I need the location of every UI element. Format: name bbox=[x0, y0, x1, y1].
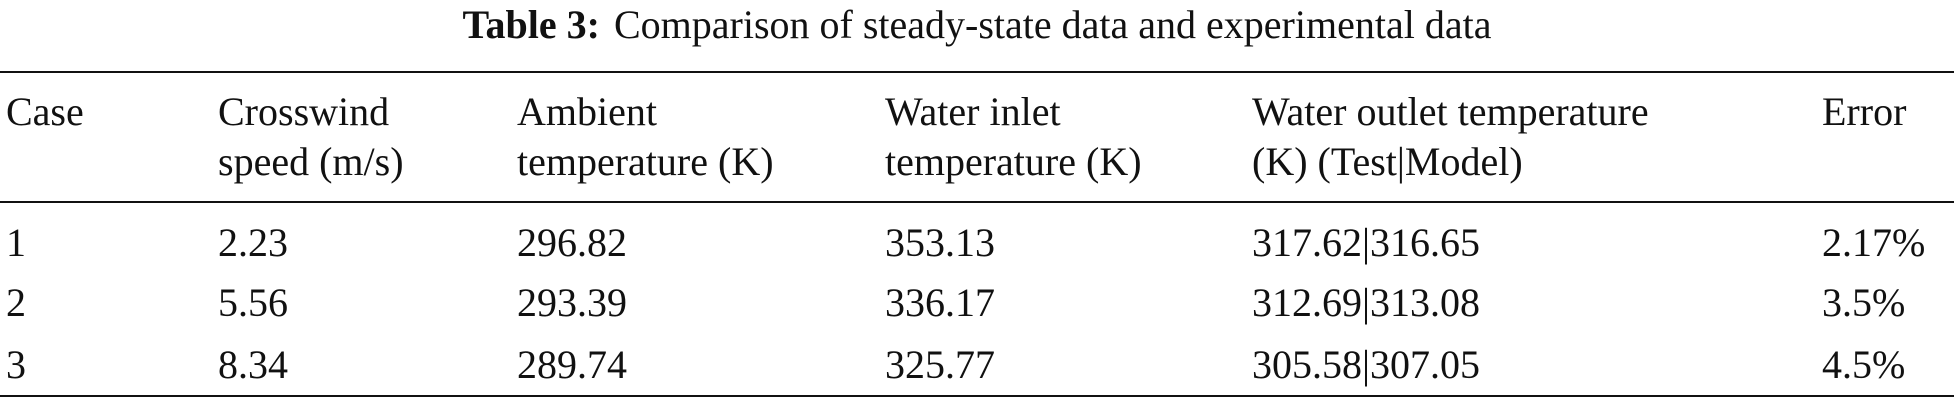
table-cell: 336.17 bbox=[885, 280, 995, 325]
table-cell: 3.5% bbox=[1822, 280, 1906, 325]
table-cell: 312.69|313.08 bbox=[1252, 280, 1481, 325]
header-cell: (K) (Test|Model) bbox=[1252, 139, 1523, 184]
caption: Table 3: Comparison of steady-state data … bbox=[0, 5, 1954, 45]
header-cell: Crosswind bbox=[218, 89, 390, 134]
table-cell: 293.39 bbox=[517, 280, 627, 325]
table-cell: 353.13 bbox=[885, 220, 995, 265]
table-cell: 3 bbox=[6, 342, 26, 387]
top-rule bbox=[0, 71, 1954, 73]
table-cell: 1 bbox=[6, 220, 26, 265]
table-cell: 4.5% bbox=[1822, 342, 1906, 387]
header-cell: speed (m/s) bbox=[218, 139, 404, 184]
header-cell: Water inlet bbox=[885, 89, 1061, 134]
header-cell: temperature (K) bbox=[885, 139, 1142, 184]
mid-rule bbox=[0, 201, 1954, 203]
table-cell: 2.23 bbox=[218, 220, 288, 265]
table-cell: 305.58|307.05 bbox=[1252, 342, 1481, 387]
table-cell: 2.17% bbox=[1822, 220, 1926, 265]
header-cell: Case bbox=[6, 89, 84, 134]
table-cell: 317.62|316.65 bbox=[1252, 220, 1481, 265]
header-cell: Error bbox=[1822, 89, 1907, 134]
table-cell: 325.77 bbox=[885, 342, 995, 387]
table-cell: 289.74 bbox=[517, 342, 627, 387]
caption-label: Table 3: bbox=[462, 2, 600, 47]
header-cell: Ambient bbox=[517, 89, 657, 134]
table-cell: 296.82 bbox=[517, 220, 627, 265]
bottom-rule bbox=[0, 395, 1954, 397]
header-cell: Water outlet temperature bbox=[1252, 89, 1649, 134]
header-cell: temperature (K) bbox=[517, 139, 774, 184]
table-cell: 2 bbox=[6, 280, 26, 325]
caption-text: Comparison of steady-state data and expe… bbox=[613, 2, 1492, 47]
table-cell: 8.34 bbox=[218, 342, 288, 387]
table-cell: 5.56 bbox=[218, 280, 288, 325]
